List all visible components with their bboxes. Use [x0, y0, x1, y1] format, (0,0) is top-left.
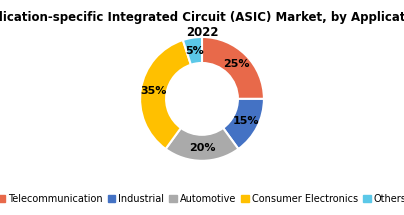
- Text: Application-specific Integrated Circuit (ASIC) Market, by Application,
2022: Application-specific Integrated Circuit …: [0, 11, 404, 39]
- Wedge shape: [166, 128, 238, 161]
- Wedge shape: [202, 37, 264, 99]
- Text: 15%: 15%: [232, 116, 259, 126]
- Text: 20%: 20%: [189, 143, 215, 153]
- Wedge shape: [223, 99, 264, 149]
- Text: 35%: 35%: [141, 86, 167, 96]
- Text: 25%: 25%: [223, 59, 250, 69]
- Wedge shape: [183, 37, 202, 65]
- Wedge shape: [140, 40, 191, 149]
- Text: 5%: 5%: [185, 46, 204, 56]
- Legend: Telecommunication, Industrial, Automotive, Consumer Electronics, Others: Telecommunication, Industrial, Automotiv…: [0, 190, 404, 208]
